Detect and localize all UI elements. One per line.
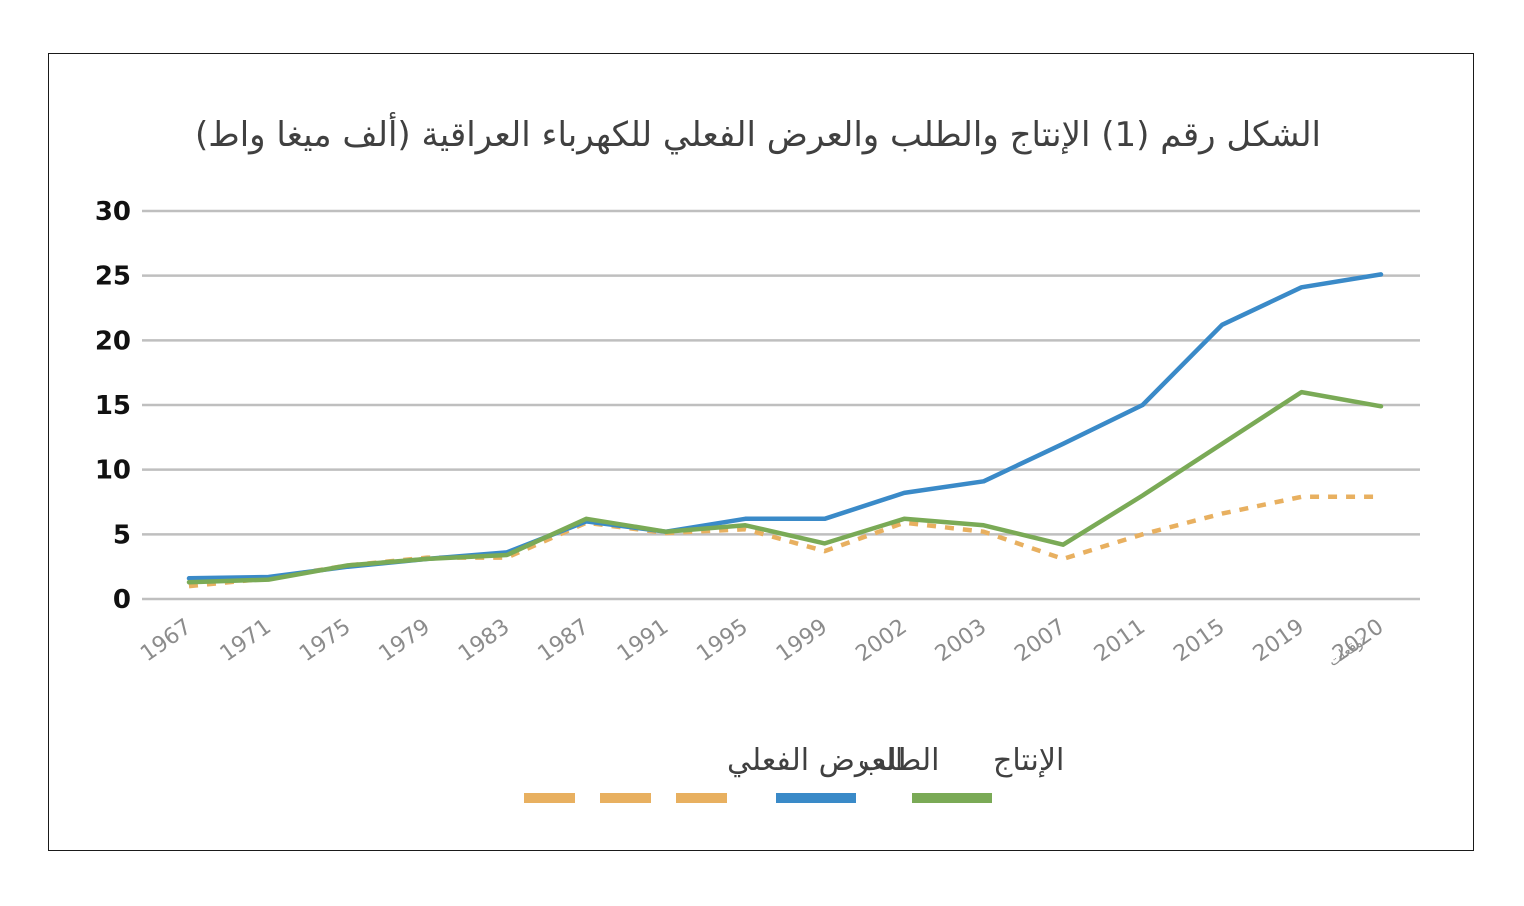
x-tick-label: 2007 xyxy=(1010,614,1070,667)
legend-item-1: الطلب xyxy=(776,743,939,803)
x-tick: 1991 xyxy=(613,614,673,667)
series-line-0 xyxy=(186,389,1384,585)
x-tick: 1979 xyxy=(375,614,435,667)
x-tick-label: 2011 xyxy=(1090,614,1150,667)
x-tick-label: 2002 xyxy=(851,614,911,667)
legend-item-2: العرض الفعلي xyxy=(524,743,903,803)
x-tick-label: 1979 xyxy=(375,614,435,667)
y-tick-label: 20 xyxy=(95,326,131,356)
x-tick: 1967 xyxy=(136,614,196,667)
x-tick-label: 1983 xyxy=(454,614,514,667)
x-tick-label: 1995 xyxy=(692,614,752,667)
y-tick-label: 30 xyxy=(95,197,131,227)
y-axis: 0 5 10 15 20 25 30 xyxy=(95,197,131,615)
x-tick-label: 1987 xyxy=(534,614,594,667)
y-tick-label: 25 xyxy=(95,262,131,292)
x-tick-label: 1971 xyxy=(216,614,276,667)
x-tick: 2003 xyxy=(931,614,991,667)
x-tick: 1999 xyxy=(772,614,832,667)
legend-label: العرض الفعلي xyxy=(727,743,903,778)
x-tick-label: 2019 xyxy=(1249,614,1309,667)
x-tick: 2002 xyxy=(851,614,911,667)
legend-label: الإنتاج xyxy=(993,743,1064,778)
legend-label: الطلب xyxy=(858,743,939,778)
x-tick-label: 1967 xyxy=(136,614,196,667)
x-tick: 1987 xyxy=(534,614,594,667)
chart-title: الشكل رقم (1) الإنتاج والطلب والعرض الفع… xyxy=(195,112,1321,155)
x-tick: 2007 xyxy=(1010,614,1070,667)
series-line-2 xyxy=(188,494,1381,589)
legend-item-0: الإنتاج xyxy=(912,743,1064,803)
x-tick: 2011 xyxy=(1090,614,1150,667)
x-tick: 1975 xyxy=(295,614,355,667)
y-tick-label: 15 xyxy=(95,391,131,421)
gridlines xyxy=(142,209,1420,601)
x-tick-label: 1991 xyxy=(613,614,673,667)
x-tick-label: 2015 xyxy=(1169,614,1229,667)
chart-frame xyxy=(48,53,1474,851)
series-lines xyxy=(186,272,1384,589)
x-tick-label: 1975 xyxy=(295,614,355,667)
x-tick: 1971 xyxy=(216,614,276,667)
x-tick-label: 2003 xyxy=(931,614,991,667)
x-tick: 2019 xyxy=(1249,614,1309,667)
y-tick-label: 0 xyxy=(113,585,131,615)
x-axis: 1967 1971 1975 1979 1983 1987 1991 1995 1999 2002… xyxy=(136,614,1389,670)
x-tick: 1983 xyxy=(454,614,514,667)
x-tick-label: 1999 xyxy=(772,614,832,667)
y-tick-label: 10 xyxy=(95,456,131,486)
x-tick: 2015 xyxy=(1169,614,1229,667)
y-tick-label: 5 xyxy=(113,520,131,550)
x-tick: 1995 xyxy=(692,614,752,667)
